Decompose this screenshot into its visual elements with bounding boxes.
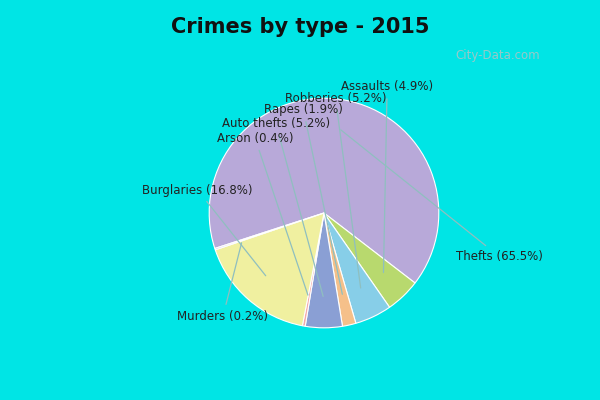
Wedge shape bbox=[302, 213, 324, 326]
Wedge shape bbox=[324, 213, 356, 326]
Wedge shape bbox=[209, 98, 439, 283]
Text: Robberies (5.2%): Robberies (5.2%) bbox=[285, 92, 386, 288]
Text: Auto thefts (5.2%): Auto thefts (5.2%) bbox=[222, 117, 330, 296]
Wedge shape bbox=[305, 213, 343, 328]
Text: Burglaries (16.8%): Burglaries (16.8%) bbox=[142, 184, 266, 276]
Text: Arson (0.4%): Arson (0.4%) bbox=[217, 132, 308, 295]
Text: Crimes by type - 2015: Crimes by type - 2015 bbox=[171, 17, 429, 37]
Wedge shape bbox=[215, 213, 324, 326]
Wedge shape bbox=[324, 213, 389, 323]
Text: Thefts (65.5%): Thefts (65.5%) bbox=[341, 130, 543, 263]
Text: Rapes (1.9%): Rapes (1.9%) bbox=[264, 103, 343, 294]
Text: City-Data.com: City-Data.com bbox=[455, 50, 541, 62]
Wedge shape bbox=[215, 213, 324, 250]
Text: Assaults (4.9%): Assaults (4.9%) bbox=[341, 80, 433, 272]
Wedge shape bbox=[324, 213, 415, 307]
Text: Murders (0.2%): Murders (0.2%) bbox=[178, 243, 268, 323]
